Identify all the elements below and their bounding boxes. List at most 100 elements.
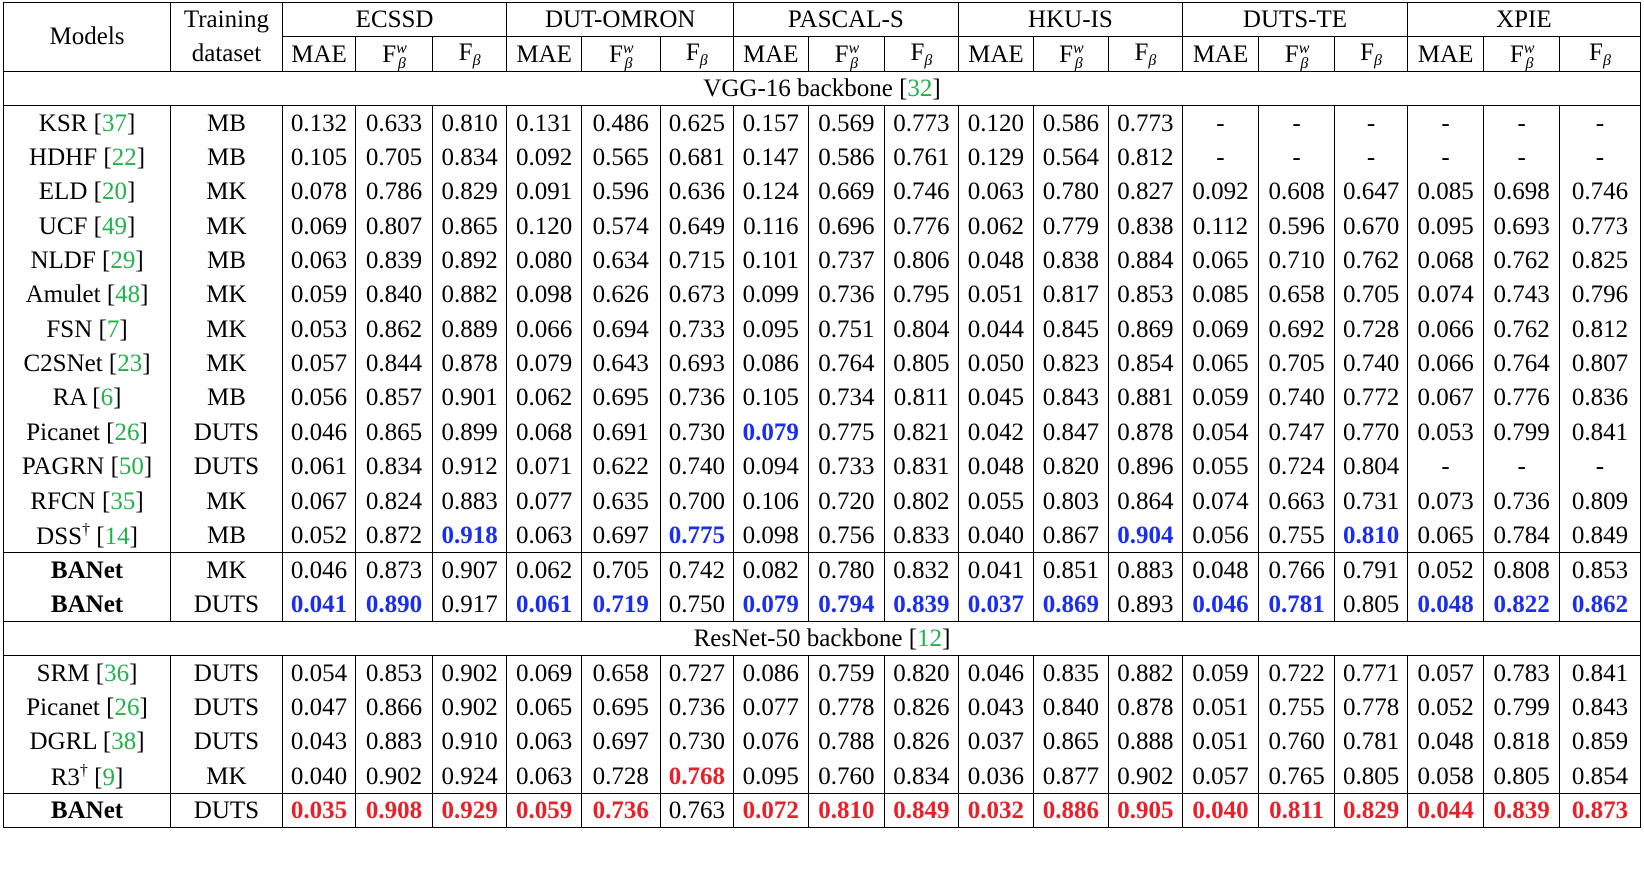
section-title-text: VGG-16 backbone bbox=[703, 74, 900, 102]
metric-value-cell: 0.693 bbox=[659, 346, 735, 381]
citation-link[interactable]: 22 bbox=[111, 143, 137, 171]
bracket: [ bbox=[908, 625, 918, 653]
metric-value-cell: 0.806 bbox=[884, 243, 959, 278]
metric-value-cell: 0.812 bbox=[1107, 140, 1184, 175]
results-table-container: Models Training ECSSD DUT-OMRON PASCAL-S… bbox=[2, 1, 1642, 829]
metric-value-cell: 0.742 bbox=[659, 552, 735, 588]
metric-value-cell: 0.867 bbox=[1033, 518, 1109, 553]
metric-value-cell: 0.840 bbox=[355, 277, 433, 313]
metric-value-cell: 0.086 bbox=[733, 655, 809, 691]
metric-value-cell: 0.849 bbox=[884, 792, 959, 829]
training-dataset-cell: DUTS bbox=[170, 449, 283, 484]
header-metric-fw: Fwβ bbox=[807, 36, 886, 72]
metric-f-subscript: β bbox=[1602, 51, 1611, 69]
citation-link[interactable]: 26 bbox=[114, 418, 140, 446]
citation-link[interactable]: 38 bbox=[111, 728, 137, 756]
metric-value-cell: 0.681 bbox=[659, 140, 735, 175]
metric-value-cell: 0.069 bbox=[506, 655, 582, 691]
training-dataset-cell: MK bbox=[170, 759, 283, 794]
metric-value-cell: 0.719 bbox=[580, 587, 661, 623]
table-row: BANet MK 0.046 0.873 0.907 0.062 0.705 0.742 0.0… bbox=[2, 552, 1642, 588]
metric-value-cell: 0.878 bbox=[431, 346, 508, 381]
metric-f-subscript: β bbox=[699, 51, 708, 69]
metric-value-cell: 0.105 bbox=[281, 140, 357, 175]
metric-value-cell: 0.810 bbox=[807, 792, 886, 829]
table-row: Picanet [26] DUTS 0.046 0.865 0.899 0.068 0.69… bbox=[2, 415, 1642, 450]
citation-link[interactable]: 49 bbox=[101, 212, 127, 240]
citation-link[interactable]: 35 bbox=[110, 487, 136, 515]
metric-value-cell: 0.696 bbox=[807, 208, 886, 244]
metric-value-cell: 0.866 bbox=[355, 690, 433, 725]
citation-link[interactable]: 36 bbox=[104, 659, 130, 687]
metric-f-subscript: β bbox=[397, 54, 406, 72]
table-row: NLDF [29] MB 0.063 0.839 0.892 0.080 0.634 0.71… bbox=[2, 243, 1642, 278]
metric-value-cell: 0.625 bbox=[659, 105, 735, 141]
citation-link[interactable]: 48 bbox=[115, 281, 141, 309]
metric-value-cell: 0.736 bbox=[807, 277, 886, 313]
metric-value-cell: 0.779 bbox=[1033, 208, 1109, 244]
metric-value-cell: 0.845 bbox=[1033, 312, 1109, 347]
metric-value-cell: 0.841 bbox=[1558, 415, 1642, 450]
metric-value-cell: 0.046 bbox=[281, 415, 357, 450]
metric-value-cell: 0.042 bbox=[957, 415, 1035, 450]
model-name-cell: PAGRN [50] bbox=[2, 449, 172, 484]
metric-value-cell: 0.066 bbox=[1406, 346, 1485, 381]
metric-value-cell: 0.596 bbox=[1257, 208, 1336, 244]
metric-value-cell: 0.658 bbox=[1257, 277, 1336, 313]
metric-value-cell: 0.823 bbox=[1033, 346, 1109, 381]
citation-link[interactable]: 20 bbox=[101, 178, 127, 206]
metric-value-cell: 0.065 bbox=[1182, 346, 1259, 381]
citation-link[interactable]: 50 bbox=[118, 453, 144, 481]
metric-value-cell: 0.760 bbox=[807, 759, 886, 794]
metric-value-cell: 0.052 bbox=[281, 518, 357, 553]
metric-value-cell: 0.061 bbox=[281, 449, 357, 484]
citation-link[interactable]: 12 bbox=[917, 625, 943, 653]
citation-link[interactable]: 37 bbox=[101, 109, 127, 137]
training-dataset-cell: MB bbox=[170, 243, 283, 278]
metric-value-cell: 0.910 bbox=[431, 724, 508, 760]
results-table: Models Training ECSSD DUT-OMRON PASCAL-S… bbox=[2, 1, 1642, 829]
metric-value-cell: 0.062 bbox=[506, 552, 582, 588]
citation-link[interactable]: 6 bbox=[100, 384, 114, 412]
metric-value-cell: 0.764 bbox=[1483, 346, 1560, 381]
citation-link[interactable]: 9 bbox=[102, 763, 116, 791]
metric-value-cell: 0.157 bbox=[733, 105, 809, 141]
metric-fw-superscript: w bbox=[396, 39, 407, 57]
metric-value-cell: 0.046 bbox=[1182, 587, 1259, 623]
training-dataset-cell: MB bbox=[170, 140, 283, 175]
metric-value-cell: 0.791 bbox=[1334, 552, 1408, 588]
metric-value-cell: 0.854 bbox=[1107, 346, 1184, 381]
header-dataset-duts-te: DUTS-TE bbox=[1182, 1, 1408, 38]
citation-link[interactable]: 32 bbox=[907, 74, 933, 102]
citation-link[interactable]: 23 bbox=[117, 350, 143, 378]
metric-value-cell: 0.066 bbox=[1406, 312, 1485, 347]
section-header-row: ResNet-50 backbone [12] bbox=[3, 621, 1641, 657]
metric-value-cell: - bbox=[1406, 140, 1485, 175]
metric-value-cell: 0.730 bbox=[659, 415, 735, 450]
metric-value-cell: 0.908 bbox=[355, 792, 433, 829]
metric-value-cell: 0.046 bbox=[281, 552, 357, 588]
metric-value-cell: 0.053 bbox=[281, 312, 357, 347]
metric-value-cell: 0.834 bbox=[355, 449, 433, 484]
metric-value-cell: 0.131 bbox=[506, 105, 582, 141]
metric-value-cell: 0.673 bbox=[659, 277, 735, 313]
metric-value-cell: 0.073 bbox=[1406, 483, 1485, 519]
metric-value-cell: 0.095 bbox=[733, 312, 809, 347]
metric-value-cell: 0.811 bbox=[1257, 792, 1336, 829]
metric-value-cell: 0.705 bbox=[355, 140, 433, 175]
metric-value-cell: 0.078 bbox=[281, 174, 357, 209]
citation-link[interactable]: 14 bbox=[104, 522, 130, 550]
metric-value-cell: 0.869 bbox=[1033, 587, 1109, 623]
metric-f-subscript: β bbox=[850, 54, 859, 72]
table-row: BANet DUTS 0.035 0.908 0.929 0.059 0.736 0.763 0… bbox=[2, 792, 1642, 829]
bracket: ] bbox=[142, 350, 151, 378]
metric-value-cell: 0.063 bbox=[281, 243, 357, 278]
bracket: [ bbox=[96, 522, 105, 550]
metric-f-letter: F bbox=[458, 38, 473, 66]
citation-link[interactable]: 29 bbox=[110, 246, 136, 274]
citation-link[interactable]: 7 bbox=[106, 315, 120, 343]
metric-value-cell: 0.829 bbox=[1334, 792, 1408, 829]
metric-value-cell: 0.728 bbox=[1334, 312, 1408, 347]
citation-link[interactable]: 26 bbox=[114, 694, 140, 721]
metric-value-cell: 0.740 bbox=[1257, 380, 1336, 416]
